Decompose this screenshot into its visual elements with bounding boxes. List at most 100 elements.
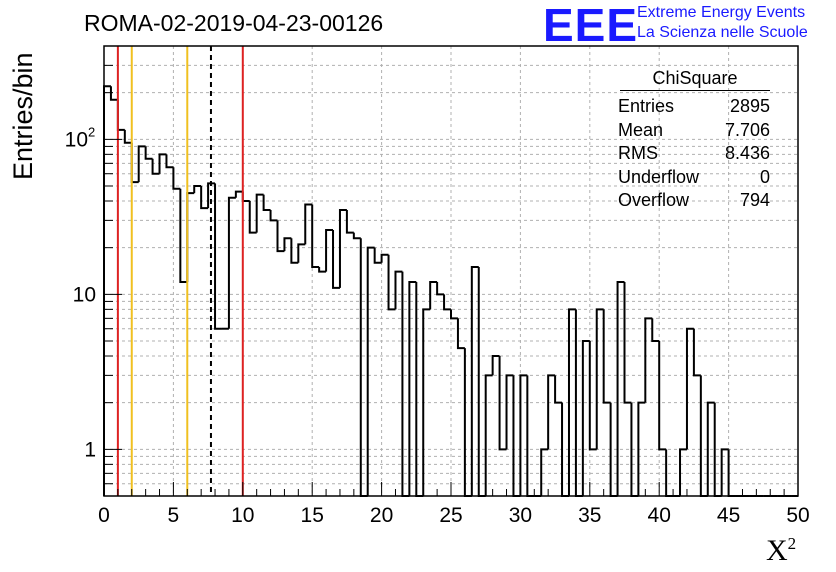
stats-row-rms: RMS 8.436	[618, 143, 770, 163]
histogram-bin	[283, 237, 292, 252]
x-tick-label: 45	[717, 504, 740, 527]
histogram-bin	[491, 355, 500, 376]
x-tick-label: 50	[786, 504, 809, 527]
histogram-bin	[498, 356, 507, 451]
histogram-bin	[644, 317, 653, 403]
histogram-bin	[227, 196, 236, 329]
histogram-bin	[692, 328, 701, 377]
histogram-bin	[443, 294, 451, 311]
histogram-bin	[616, 281, 625, 496]
histogram-bin	[116, 99, 125, 131]
histogram-bin	[373, 247, 382, 264]
histogram-bin	[200, 185, 209, 210]
histogram-bin	[366, 246, 375, 496]
histogram-bin	[512, 375, 521, 497]
y-tick-label: 10	[73, 283, 96, 306]
histogram-bin	[109, 86, 118, 101]
histogram-bin	[456, 318, 465, 350]
logo-line-1: Extreme Energy Events	[637, 4, 806, 21]
histogram-bin	[297, 243, 306, 263]
histogram-bin	[436, 282, 445, 296]
histogram-bin	[637, 401, 646, 496]
histogram-bin	[151, 158, 160, 175]
reference-lines	[116, 46, 244, 496]
histogram-bin	[554, 375, 563, 404]
stats-row-mean: Mean 7.706	[618, 119, 770, 140]
histogram-bin	[290, 238, 299, 264]
histogram-bin	[338, 208, 347, 288]
y-tick-label: 1	[84, 438, 96, 461]
x-tick-label: 20	[370, 504, 393, 527]
histogram-bin	[658, 340, 667, 451]
histogram-bin	[325, 229, 334, 272]
histogram-bin	[158, 153, 167, 174]
histogram-bin	[318, 267, 327, 273]
histogram-bin	[352, 232, 361, 240]
histogram-bin	[103, 85, 111, 496]
histogram-bin	[567, 308, 576, 496]
x-tick-label: 15	[301, 504, 324, 527]
histogram-bin	[234, 190, 243, 198]
x-tick-label: 40	[648, 504, 671, 527]
x-tick-label: 0	[98, 504, 110, 527]
histogram-bin	[144, 146, 153, 160]
histogram-bin	[602, 309, 611, 404]
histogram-bin	[137, 145, 146, 183]
histogram-bin	[519, 374, 528, 496]
histogram-bin	[172, 167, 181, 190]
histogram-bin	[540, 448, 549, 496]
histogram-bin	[706, 401, 715, 496]
histogram-bin	[359, 238, 368, 497]
histogram-bin	[429, 281, 438, 310]
histogram-bin	[699, 375, 708, 497]
histogram-bin	[207, 182, 216, 209]
eee-logo: EEE	[543, 0, 639, 51]
x-tick-label: 10	[231, 504, 254, 527]
histogram-bin	[394, 270, 403, 310]
histogram-bin	[679, 448, 687, 496]
histogram-bin	[193, 184, 202, 194]
stats-row-overflow: Overflow 794	[618, 190, 770, 210]
x-tick-label: 25	[439, 504, 462, 527]
histogram-bin	[595, 308, 604, 450]
histogram-bin	[484, 374, 493, 496]
histogram-bin	[623, 282, 632, 404]
stats-row-entries: Entries 2895	[618, 96, 770, 116]
histogram-bin	[276, 220, 285, 253]
logo-line-2: La Scienza nelle Scuole	[637, 24, 808, 41]
histogram-bin	[588, 340, 597, 451]
histogram-bin	[304, 203, 313, 245]
histogram-bin	[387, 254, 396, 311]
histogram-bin	[505, 374, 514, 450]
histogram-bin	[685, 327, 694, 450]
chart-title: ROMA-02-2019-04-23-00126	[84, 10, 384, 36]
histogram-bin	[408, 281, 417, 496]
histogram-bin	[651, 318, 660, 342]
histogram-bin	[165, 154, 174, 169]
histogram-bin	[262, 194, 271, 211]
histogram-bin	[526, 375, 535, 497]
histogram-bin	[311, 204, 320, 269]
stats-box: ChiSquare Entries 2895 Mean 7.706 RMS 8.436…	[613, 68, 777, 213]
stats-row-underflow: Underflow 0	[618, 166, 770, 187]
histogram-bin	[720, 448, 729, 496]
x-tick-label: 5	[168, 504, 180, 527]
stats-title: ChiSquare	[620, 68, 770, 91]
x-tick-label: 35	[578, 504, 601, 527]
histogram-bin	[547, 374, 556, 450]
y-tick-label: 10	[65, 128, 88, 151]
histogram-bin	[450, 309, 458, 320]
x-tick-label: 30	[509, 504, 532, 527]
y-tick-exponent: 2	[88, 124, 95, 139]
histogram-bin	[422, 308, 431, 496]
histogram-bin	[345, 209, 354, 234]
histogram-bin	[123, 129, 132, 144]
histogram-bin	[401, 271, 410, 497]
histogram-bin	[186, 192, 195, 283]
histogram-bin	[255, 193, 264, 233]
histogram-bin	[332, 230, 340, 289]
histogram-bin	[179, 188, 188, 284]
histogram-bin	[248, 201, 257, 234]
